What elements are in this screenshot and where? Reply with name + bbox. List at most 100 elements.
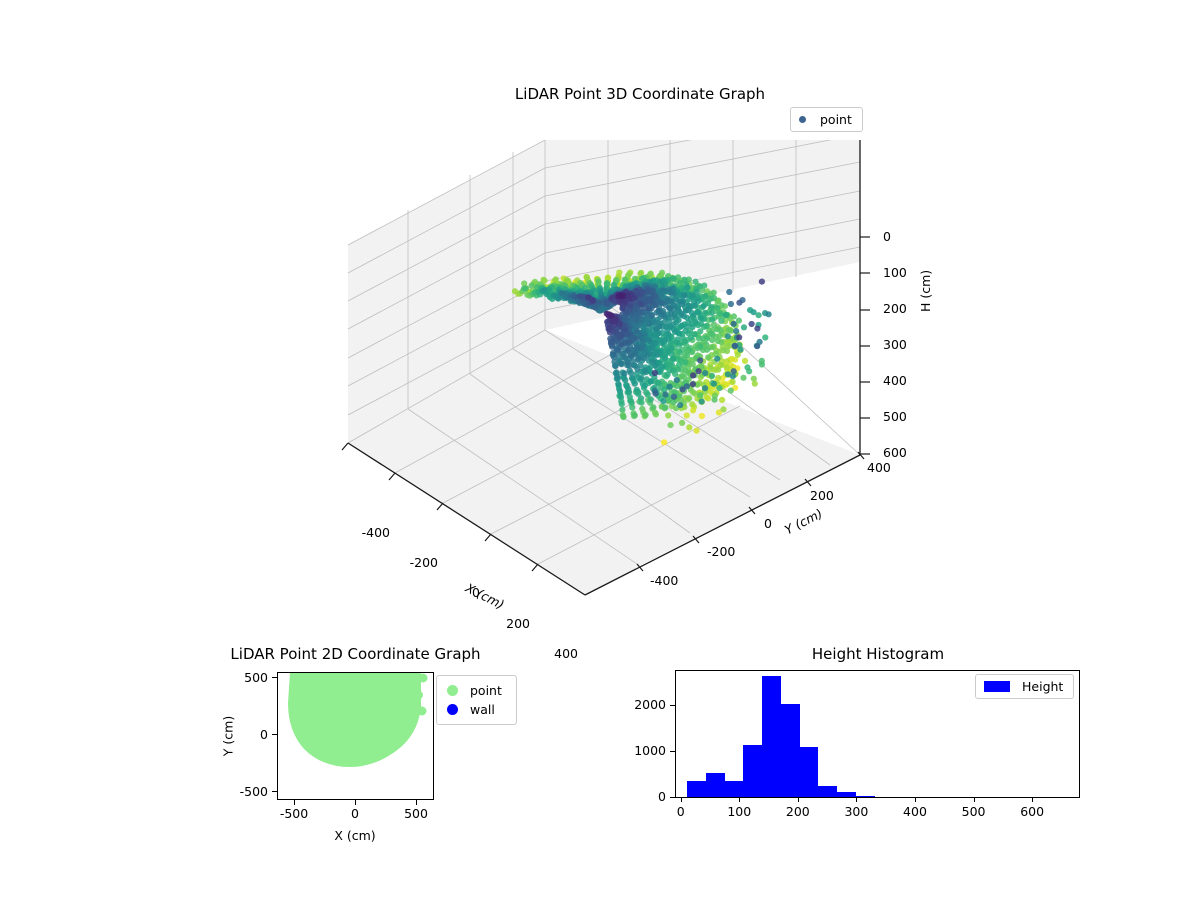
plot3d-legend-label-point: point: [820, 112, 852, 127]
plot2d-xtickmark-0: [355, 800, 356, 805]
point-marker: [661, 355, 669, 362]
point-marker: [677, 402, 684, 409]
point-marker: [754, 343, 761, 350]
plot3d-ytick-4: 400: [867, 460, 891, 475]
point-marker: [678, 310, 685, 318]
point-marker: [668, 350, 675, 357]
point-marker: [692, 278, 699, 285]
plot2d-title: LiDAR Point 2D Coordinate Graph: [230, 645, 481, 663]
histogram-ytick-2000: 2000: [634, 697, 666, 713]
point-marker: [642, 369, 650, 376]
plot2d-xtick-500: 500: [404, 806, 428, 821]
point-marker: [754, 325, 761, 332]
plot2d-legend[interactable]: point wall: [436, 675, 517, 725]
plot3d-ztick-4: 400: [883, 373, 907, 388]
point-marker: [673, 377, 680, 384]
point-marker: [730, 368, 737, 375]
plot2d-ytick-500: 500: [244, 670, 268, 685]
plot3d-ztick-1: 100: [883, 265, 907, 280]
point-marker: [640, 355, 648, 362]
plot3d-xtick-2: 0: [472, 585, 480, 600]
point-marker: [653, 351, 660, 358]
plot3d-ztick-3: 300: [883, 337, 907, 352]
histogram-bar: [837, 791, 856, 797]
histogram-xtickmark: [680, 797, 682, 802]
point-marker: [693, 427, 700, 434]
point-marker: [619, 406, 626, 413]
point-marker: [618, 361, 625, 368]
point-marker: [720, 406, 727, 413]
point-marker: [695, 335, 702, 342]
plot3d-ytick-3: 200: [810, 488, 834, 503]
plot3d-legend[interactable]: point: [790, 107, 863, 132]
point-marker: [614, 347, 622, 354]
point-marker: [621, 370, 628, 377]
point-marker: [714, 326, 721, 333]
point-marker: [686, 395, 693, 402]
point-marker: [628, 352, 635, 360]
point-marker: [637, 270, 644, 277]
point-marker: [671, 328, 679, 335]
histogram-bar: [743, 745, 763, 797]
point-marker: [609, 343, 616, 350]
plot3d-ztick-6: 600: [883, 445, 907, 460]
point-marker: [642, 411, 649, 419]
plot2d-canvas: [288, 673, 428, 767]
point-marker: [652, 411, 659, 418]
plot2d-legend-entry-point[interactable]: point: [447, 681, 502, 700]
histogram-xtickmark: [973, 797, 975, 802]
point-marker: [670, 393, 678, 400]
plot2d-xtickmark-500: [416, 800, 417, 805]
point-marker: [667, 422, 674, 429]
point-marker: [679, 419, 686, 426]
plot3d-xtick-0: -400: [361, 525, 390, 540]
point-marker: [670, 399, 677, 406]
point-marker: [618, 401, 625, 408]
plot2d-yaxis-label: Y (cm): [220, 715, 236, 757]
point-marker: [734, 351, 741, 358]
histogram-xtickmark: [739, 797, 741, 802]
point-marker: [670, 355, 677, 362]
plot2d-legend-label-wall: wall: [470, 702, 495, 717]
plot2d-legend-entry-wall[interactable]: wall: [447, 700, 502, 719]
point-marker: [679, 386, 686, 393]
point-cloud-2d: [288, 673, 428, 767]
plot3d-zaxis-label: H (cm): [918, 269, 933, 312]
point-marker: [625, 389, 633, 396]
plot2d-xaxis-label: X (cm): [334, 828, 376, 843]
point-marker: [731, 342, 738, 349]
point-marker: [657, 278, 664, 285]
point-marker: [672, 370, 679, 378]
point-marker: [708, 309, 715, 316]
point-marker: [667, 289, 674, 296]
point-marker: [629, 404, 636, 411]
point-marker: [751, 380, 758, 387]
point-marker: [683, 412, 690, 419]
point-marker: [698, 412, 705, 420]
plot3d-ztick-5: 500: [883, 409, 907, 424]
point-marker: [665, 397, 672, 404]
point-marker: [705, 395, 712, 402]
point-marker: [733, 328, 740, 335]
point-marker: [758, 278, 765, 285]
height-legend-swatch-icon: [984, 681, 1010, 692]
plot3d-ytick-0: -400: [650, 573, 679, 588]
histogram-ytickmark: [670, 705, 675, 707]
histogram-ytick-1000: 1000: [634, 743, 666, 759]
point-marker: [653, 309, 660, 316]
point-marker: [710, 380, 718, 387]
point-marker: [589, 297, 596, 304]
point-marker: [702, 370, 709, 377]
histogram-legend[interactable]: Height: [975, 674, 1075, 699]
point-marker: [690, 372, 697, 379]
point-marker: [646, 338, 653, 345]
point-marker: [708, 304, 715, 311]
point-marker: [693, 288, 700, 295]
point-marker: [718, 317, 725, 324]
point-marker: [624, 331, 631, 338]
point-marker: [661, 439, 668, 446]
point-marker: [736, 334, 743, 341]
histogram-bar: [799, 746, 819, 797]
point-marker: [676, 361, 683, 368]
